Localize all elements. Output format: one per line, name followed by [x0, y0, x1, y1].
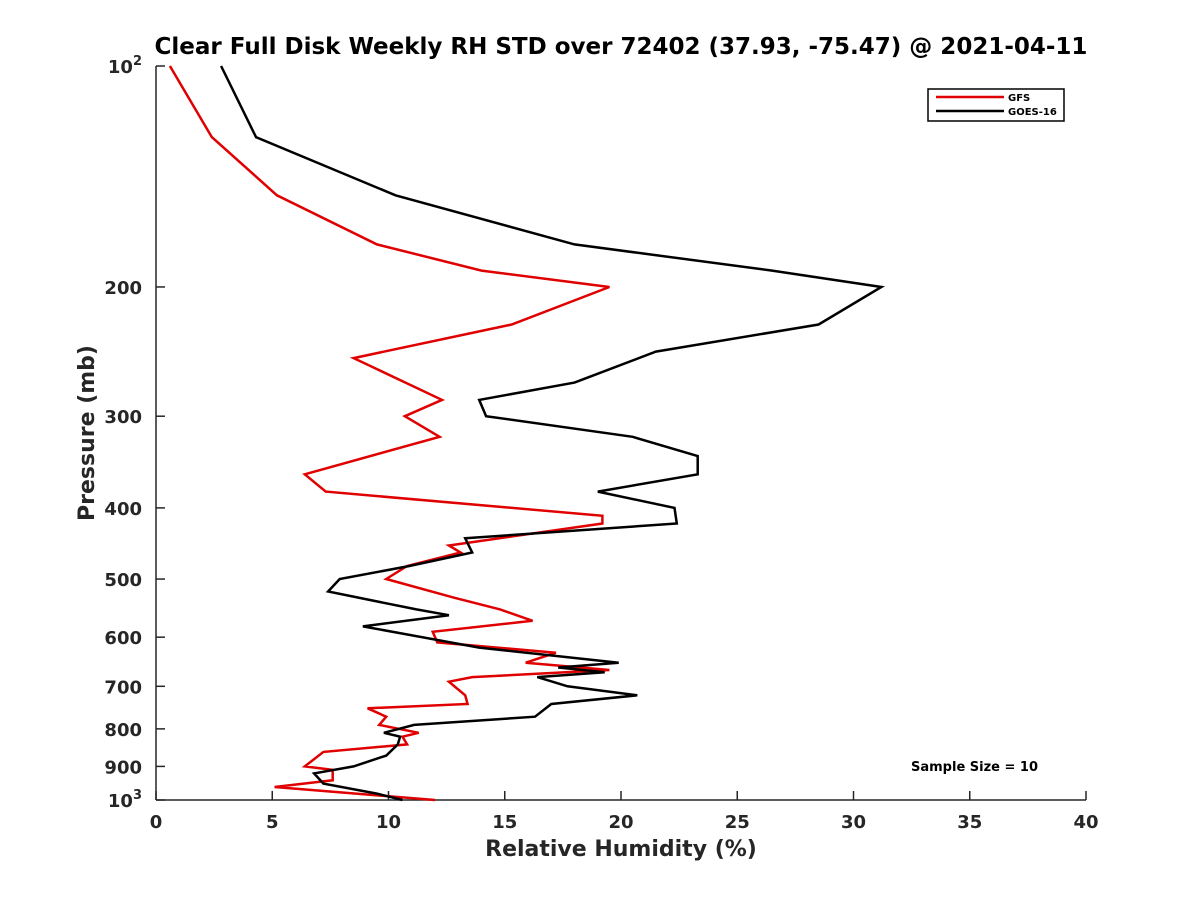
x-tick-label: 30 — [841, 812, 866, 833]
x-tick-label: 10 — [376, 812, 401, 833]
x-tick-label: 40 — [1073, 812, 1098, 833]
legend-label-gfs: GFS — [1008, 93, 1030, 104]
x-tick-label: 25 — [725, 812, 750, 833]
x-tick-label: 15 — [492, 812, 517, 833]
y-tick-label: 800 — [104, 720, 142, 741]
y-tick-label: 103 — [108, 788, 142, 812]
chart-title: Clear Full Disk Weekly RH STD over 72402… — [155, 34, 1088, 60]
sample-size-annotation: Sample Size = 10 — [911, 760, 1038, 775]
x-ticks: 0 5 10 15 20 25 30 35 40 — [150, 791, 1099, 833]
y-ticks: 102 200 300 400 500 600 700 800 900 103 — [104, 54, 165, 812]
series-line-goes-16 — [219, 65, 886, 802]
y-tick-label: 200 — [104, 278, 142, 299]
legend-box — [927, 88, 1065, 122]
y-tick-label: 300 — [104, 407, 142, 428]
series-line-gfs — [168, 65, 610, 802]
y-tick-label: 500 — [104, 570, 142, 591]
legend: GFS GOES-16 — [927, 88, 1065, 122]
y-axis-label: Pressure (mb) — [75, 345, 100, 521]
x-tick-label: 0 — [150, 812, 163, 833]
y-tick-label: 900 — [104, 757, 142, 778]
x-tick-label: 35 — [957, 812, 982, 833]
y-tick-label: 700 — [104, 677, 142, 698]
y-tick-label: 102 — [108, 54, 142, 78]
x-axis-label: Relative Humidity (%) — [485, 837, 757, 862]
series-group — [168, 65, 886, 802]
x-tick-label: 5 — [266, 812, 279, 833]
y-tick-label: 400 — [104, 499, 142, 520]
legend-label-goes16: GOES-16 — [1008, 107, 1057, 118]
y-tick-label: 600 — [104, 628, 142, 649]
x-tick-label: 20 — [608, 812, 633, 833]
